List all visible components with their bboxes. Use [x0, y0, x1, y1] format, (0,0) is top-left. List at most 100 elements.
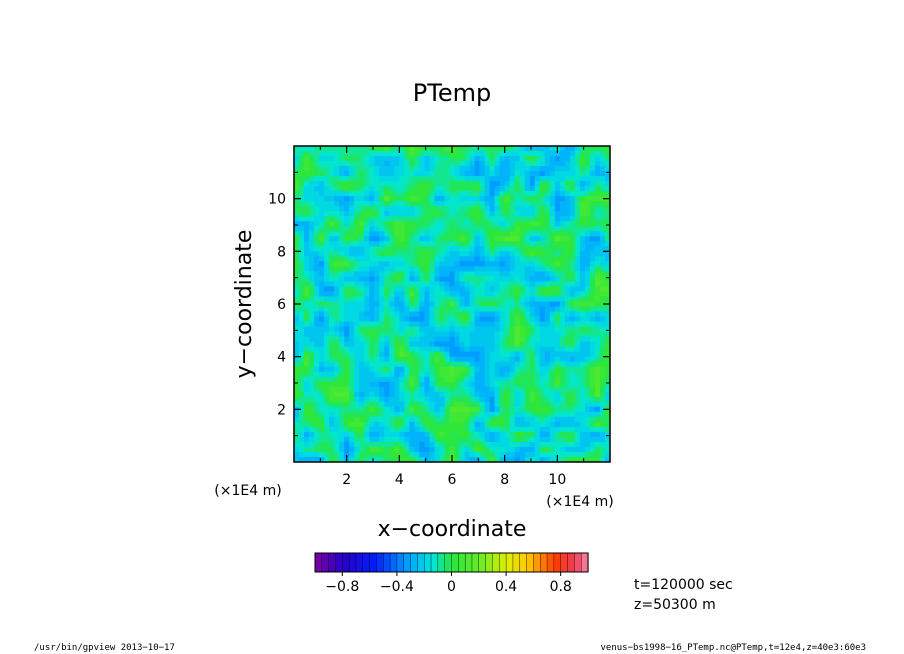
colorbar-cells — [314, 552, 589, 573]
heatmap-cell — [364, 241, 370, 247]
heatmap-cell — [529, 391, 536, 398]
heatmap-cell — [469, 411, 475, 418]
heatmap-cell — [464, 196, 470, 202]
heatmap-cell — [364, 336, 370, 342]
heatmap-cell — [314, 356, 320, 362]
heatmap-cell — [434, 396, 440, 403]
heatmap-cell — [479, 261, 485, 267]
heatmap-cell — [549, 326, 556, 332]
heatmap-cell — [444, 266, 450, 272]
heatmap-cell — [544, 371, 551, 378]
heatmap-cell — [589, 306, 596, 312]
heatmap-cell — [454, 156, 460, 162]
heatmap-cell — [574, 421, 581, 428]
heatmap-cell — [489, 211, 495, 217]
heatmap-cell — [464, 176, 470, 182]
heatmap-cell — [454, 291, 460, 297]
heatmap-cell — [479, 401, 485, 408]
heatmap-cell — [504, 181, 510, 187]
colorbar-cell — [389, 552, 398, 573]
heatmap-cell — [504, 306, 510, 312]
heatmap-cell — [454, 456, 460, 463]
heatmap-cell — [474, 251, 480, 257]
heatmap-cell — [534, 356, 541, 362]
heatmap-cell — [549, 426, 556, 433]
heatmap-cell — [549, 376, 556, 383]
heatmap-cell — [374, 196, 380, 202]
heatmap-cell — [304, 266, 310, 272]
heatmap-cell — [484, 401, 490, 408]
heatmap-cell — [429, 376, 435, 383]
heatmap-cell — [459, 151, 465, 157]
heatmap-cell — [394, 321, 400, 327]
heatmap-cell — [454, 346, 460, 352]
heatmap-cell — [539, 401, 546, 408]
y-tick-label: 6 — [277, 297, 286, 313]
heatmap-cell — [574, 191, 581, 197]
heatmap-cell — [324, 191, 330, 197]
heatmap-cell — [534, 251, 541, 257]
heatmap-cell — [559, 351, 566, 357]
heatmap-cell — [394, 391, 400, 398]
heatmap-cell — [389, 181, 395, 187]
colorbar-cell — [430, 552, 439, 573]
heatmap-cell — [454, 446, 460, 453]
heatmap-cell — [524, 446, 531, 453]
heatmap-cell — [449, 441, 455, 448]
heatmap-cell — [299, 331, 305, 337]
heatmap-cell — [434, 236, 440, 242]
heatmap-cell — [554, 411, 561, 418]
heatmap-cell — [304, 391, 310, 398]
heatmap-cell — [394, 406, 400, 413]
heatmap-cell — [534, 176, 541, 182]
heatmap-cell — [474, 146, 480, 152]
heatmap-cell — [594, 331, 601, 337]
heatmap-cell — [369, 201, 375, 207]
heatmap-cell — [504, 386, 510, 393]
heatmap-cell — [434, 266, 440, 272]
heatmap-cell — [299, 356, 305, 362]
heatmap-cell — [364, 366, 370, 373]
heatmap-cell — [319, 456, 325, 463]
heatmap-cell — [379, 291, 385, 297]
heatmap-cell — [409, 366, 415, 373]
heatmap-cell — [414, 171, 420, 177]
heatmap-cell — [334, 256, 340, 262]
heatmap-cell — [434, 176, 440, 182]
heatmap-cell — [514, 331, 521, 337]
heatmap-cell — [509, 336, 515, 342]
heatmap-cell — [314, 216, 320, 222]
heatmap-cell — [469, 261, 475, 267]
heatmap-cell — [439, 436, 445, 443]
heatmap-cell — [519, 361, 526, 367]
heatmap-cell — [529, 411, 536, 418]
heatmap-cell — [489, 451, 495, 458]
heatmap-cell — [509, 311, 515, 317]
heatmap-cell — [574, 246, 581, 252]
heatmap-cell — [384, 276, 390, 282]
heatmap-cell — [454, 426, 460, 433]
heatmap-cell — [324, 416, 330, 423]
heatmap-cell — [444, 246, 450, 252]
heatmap-cell — [599, 301, 606, 307]
heatmap-cell — [604, 366, 611, 373]
heatmap-cell — [534, 146, 541, 152]
heatmap-cell — [494, 391, 500, 398]
heatmap-cell — [584, 321, 591, 327]
heatmap-cell — [399, 146, 405, 152]
heatmap-cell — [454, 281, 460, 287]
heatmap-cell — [484, 221, 490, 227]
heatmap-cell — [539, 331, 546, 337]
heatmap-cell — [499, 151, 505, 157]
heatmap-cell — [584, 411, 591, 418]
heatmap-cell — [314, 171, 320, 177]
heatmap-cell — [394, 386, 400, 393]
heatmap-cell — [524, 456, 531, 463]
heatmap-cell — [334, 356, 340, 362]
heatmap-cell — [389, 276, 395, 282]
heatmap-cell — [434, 186, 440, 192]
heatmap-cell — [559, 201, 566, 207]
heatmap-cell — [414, 346, 420, 352]
heatmap-cell — [379, 176, 385, 182]
heatmap-cell — [459, 346, 465, 352]
